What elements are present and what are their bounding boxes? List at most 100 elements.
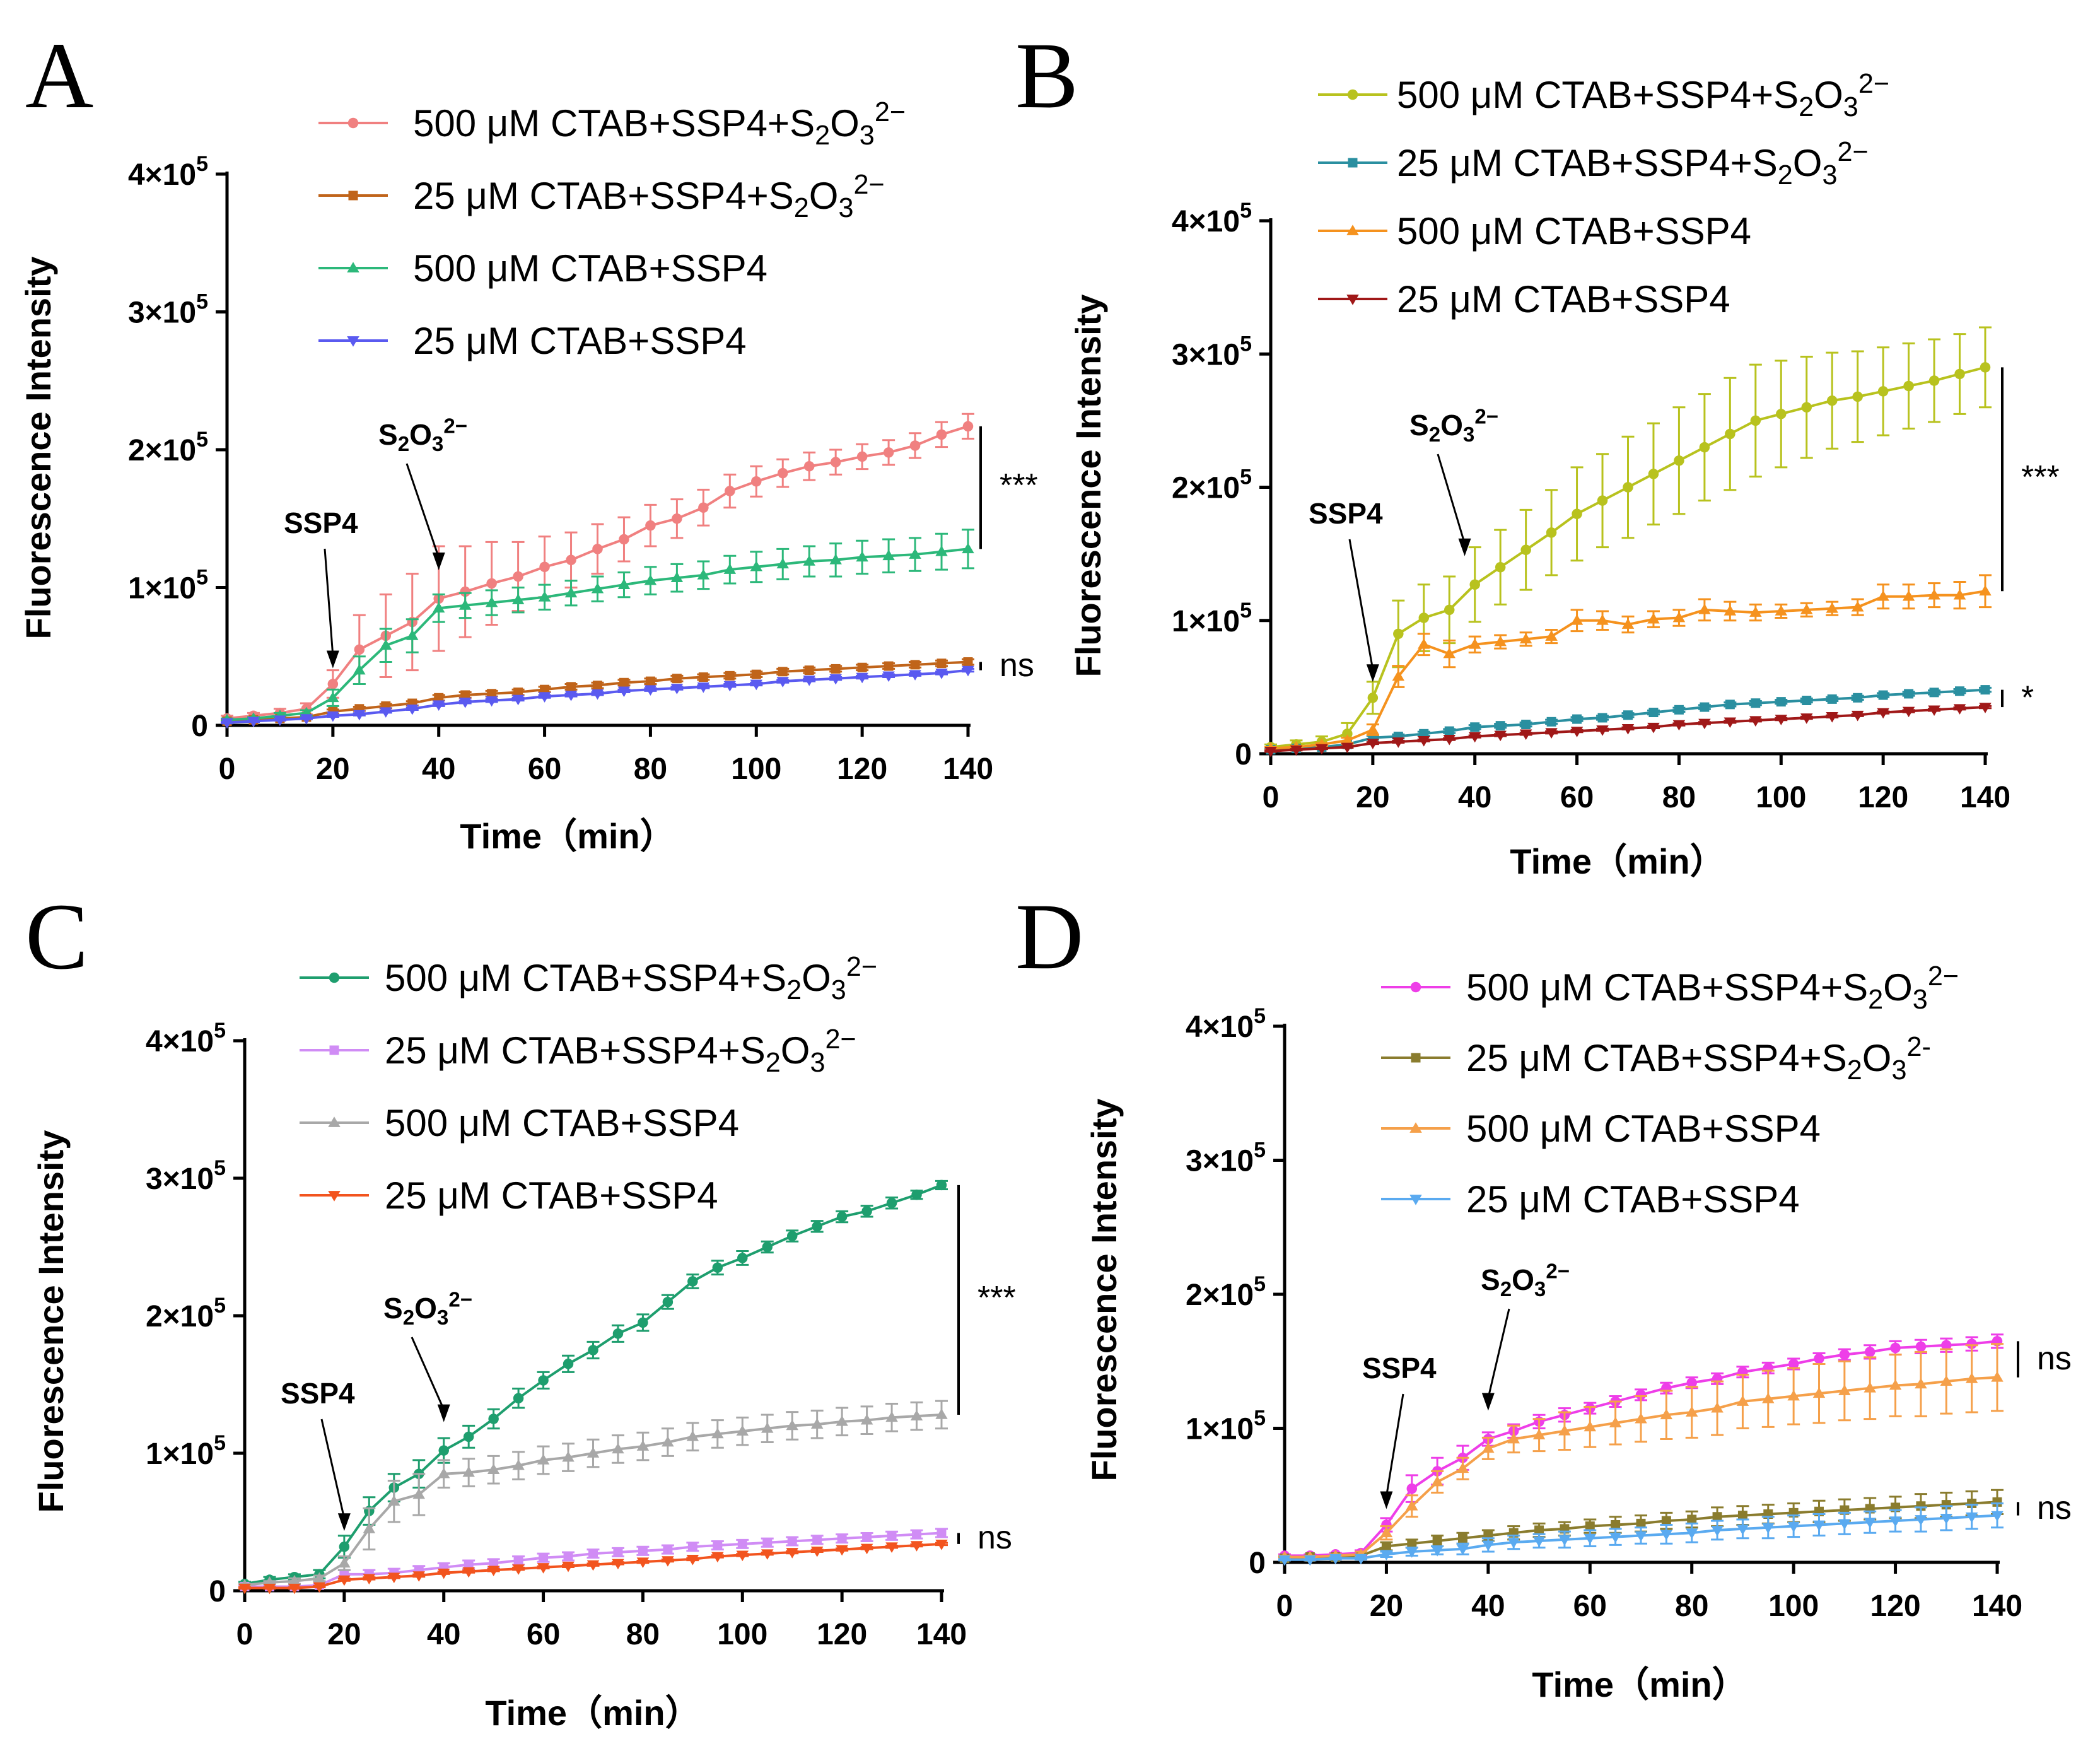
data-point: [221, 718, 233, 729]
data-point: [1852, 391, 1863, 402]
legend-item-3: 500 μM CTAB+SSP4: [1318, 210, 1751, 252]
legend-item-2: 25 μM CTAB+SSP4+S2O32−: [318, 170, 885, 223]
data-point: [1929, 688, 1939, 698]
data-point: [380, 639, 392, 650]
legend-label-main: 25 μM CTAB+SSP4+S: [413, 175, 794, 217]
data-point: [1724, 605, 1737, 616]
legend-marker: [328, 1191, 341, 1202]
data-point: [464, 1560, 474, 1570]
data-point: [698, 502, 709, 513]
data-point: [1674, 455, 1684, 466]
x-tick-label: 0: [219, 752, 236, 786]
data-point: [363, 1523, 376, 1533]
data-point: [513, 1393, 524, 1404]
x-tick-label: 120: [1870, 1589, 1921, 1623]
data-point: [586, 1560, 600, 1571]
data-point: [935, 1408, 948, 1419]
data-point: [803, 555, 815, 566]
y-tick-label: 2×105: [128, 428, 208, 467]
chart-panel-d: D0 20 40 60 80 100 120 14001×1052×1053×1054×105…: [1015, 884, 2072, 1704]
data-point: [1711, 1526, 1724, 1537]
thiosulfate-label: S2O32−: [1409, 406, 1498, 447]
sig-label-top: ***: [1000, 467, 1038, 504]
x-tick-label: 140: [1972, 1589, 2022, 1623]
data-point: [1687, 1514, 1697, 1525]
data-point: [612, 1559, 624, 1570]
y-tick-base: 4×10: [128, 158, 196, 192]
data-point: [327, 679, 339, 689]
data-point: [1380, 1526, 1393, 1538]
legend-marker: [1347, 89, 1358, 100]
data-point: [1700, 702, 1710, 712]
data-point: [1546, 717, 1556, 727]
data-point: [1545, 630, 1558, 641]
thiosulfate-label-main2: O: [1440, 409, 1463, 442]
data-point: [736, 1550, 749, 1562]
data-point: [803, 460, 815, 472]
series-3: [238, 1400, 948, 1590]
data-point: [885, 1542, 898, 1553]
data-point: [1826, 395, 1838, 406]
ssp4-arrowhead: [326, 650, 339, 669]
legend-label-sub2: 3: [860, 120, 875, 151]
legend-label-main2: O: [809, 175, 839, 217]
data-point: [540, 684, 550, 694]
data-point: [1776, 697, 1786, 707]
data-point: [1775, 715, 1788, 725]
y-tick-label: 4×105: [128, 152, 208, 192]
legend-item-2: 25 μM CTAB+SSP4+S2O32−: [300, 1024, 856, 1078]
data-point: [1585, 1521, 1595, 1531]
data-point: [487, 1463, 500, 1474]
data-point: [537, 1454, 550, 1465]
thiosulfate-arrow: [411, 1337, 445, 1410]
data-point: [887, 1531, 897, 1541]
sig-label-top: ***: [977, 1280, 1016, 1316]
data-point: [1672, 611, 1686, 623]
legend-item-2: 25 μM CTAB+SSP4+S2O32−: [1318, 137, 1869, 190]
legend-label-sub: 2: [786, 975, 802, 1005]
data-point: [856, 551, 868, 562]
legend-label-main2: O: [1883, 966, 1913, 1009]
legend-marker: [347, 336, 359, 347]
x-tick-label: 80: [634, 752, 667, 786]
data-point: [1915, 1378, 1927, 1389]
data-point: [1570, 614, 1584, 625]
data-point: [566, 554, 576, 566]
legend-label-sub2: 3: [1843, 92, 1858, 122]
data-point: [644, 685, 657, 696]
data-point: [1443, 647, 1455, 658]
data-point: [512, 1459, 525, 1470]
panel-letter: C: [25, 884, 88, 989]
data-point: [1812, 1520, 1826, 1531]
data-point: [338, 1575, 351, 1586]
data-point: [831, 664, 841, 674]
legend-label-sub2: 3: [1822, 160, 1837, 190]
data-point: [1685, 1528, 1698, 1539]
y-tick-base: 3×10: [1186, 1145, 1254, 1178]
data-point: [1980, 362, 1991, 373]
data-point: [619, 677, 629, 688]
legend-item-2: 25 μM CTAB+SSP4+S2O32-: [1381, 1032, 1931, 1086]
data-point: [588, 1345, 598, 1355]
legend-item-1: 500 μM CTAB+SSP4+S2O32−: [318, 97, 906, 151]
data-point: [613, 1547, 623, 1557]
data-point: [487, 689, 497, 699]
sig-label-bottom: ns: [2037, 1490, 2072, 1526]
legend-label-sup: 2−: [1928, 961, 1959, 992]
data-point: [1991, 1371, 2004, 1382]
data-point: [562, 1451, 575, 1462]
data-point: [810, 1418, 824, 1429]
sig-label-bottom: *: [2021, 679, 2034, 716]
legend-label: 25 μM CTAB+SSP4+S2O32−: [413, 170, 885, 223]
data-point: [1916, 1501, 1926, 1511]
chart-panel-c: C0 20 40 60 80 100 120 14001×1052×1053×1054×105…: [25, 884, 1016, 1733]
data-point: [591, 689, 604, 700]
data-point: [1406, 1500, 1418, 1511]
data-point: [1941, 1340, 1952, 1350]
data-point: [1558, 1535, 1571, 1546]
data-point: [564, 691, 578, 701]
data-point: [1507, 1432, 1520, 1444]
thiosulfate-label: S2O32−: [1481, 1260, 1570, 1302]
data-point: [437, 1568, 450, 1579]
